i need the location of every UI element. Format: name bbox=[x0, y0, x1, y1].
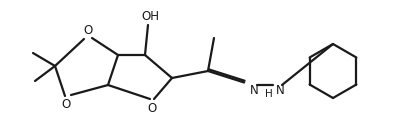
Text: O: O bbox=[147, 101, 157, 115]
Text: O: O bbox=[61, 97, 71, 111]
Text: H: H bbox=[265, 89, 273, 99]
Text: OH: OH bbox=[141, 11, 159, 24]
Text: O: O bbox=[83, 24, 93, 38]
Text: N: N bbox=[250, 84, 258, 97]
Text: N: N bbox=[275, 84, 285, 97]
